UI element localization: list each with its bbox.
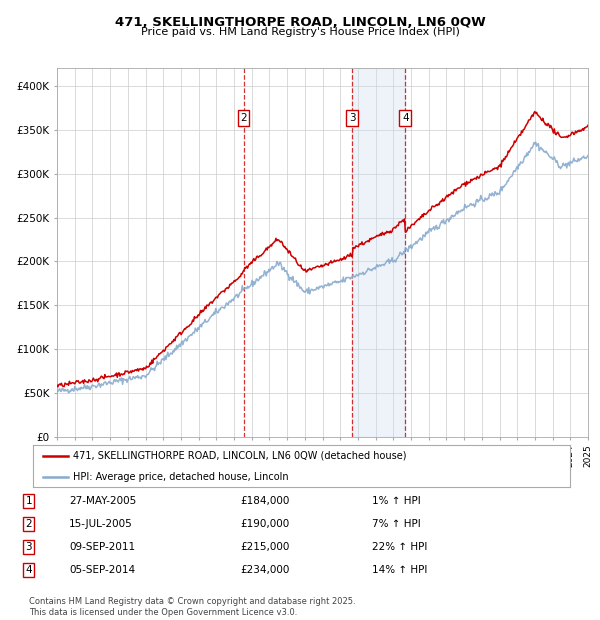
Text: £234,000: £234,000 [240,565,289,575]
Bar [352,68,406,437]
Text: £184,000: £184,000 [240,496,289,506]
Text: 4: 4 [402,113,409,123]
Text: Price paid vs. HM Land Registry's House Price Index (HPI): Price paid vs. HM Land Registry's House … [140,27,460,37]
Text: 15-JUL-2005: 15-JUL-2005 [69,519,133,529]
Text: 14% ↑ HPI: 14% ↑ HPI [372,565,427,575]
Text: 2: 2 [240,113,247,123]
Text: 471, SKELLINGTHORPE ROAD, LINCOLN, LN6 0QW: 471, SKELLINGTHORPE ROAD, LINCOLN, LN6 0… [115,16,485,29]
Text: 09-SEP-2011: 09-SEP-2011 [69,542,135,552]
Text: 4: 4 [25,565,32,575]
Text: 1% ↑ HPI: 1% ↑ HPI [372,496,421,506]
Text: 471, SKELLINGTHORPE ROAD, LINCOLN, LN6 0QW (detached house): 471, SKELLINGTHORPE ROAD, LINCOLN, LN6 0… [73,451,407,461]
Text: 2: 2 [25,519,32,529]
Text: HPI: Average price, detached house, Lincoln: HPI: Average price, detached house, Linc… [73,472,289,482]
Text: 22% ↑ HPI: 22% ↑ HPI [372,542,427,552]
Text: 3: 3 [349,113,356,123]
Text: 27-MAY-2005: 27-MAY-2005 [69,496,136,506]
Text: £190,000: £190,000 [240,519,289,529]
Text: 1: 1 [25,496,32,506]
Text: 7% ↑ HPI: 7% ↑ HPI [372,519,421,529]
Text: Contains HM Land Registry data © Crown copyright and database right 2025.
This d: Contains HM Land Registry data © Crown c… [29,598,355,617]
Text: £215,000: £215,000 [240,542,289,552]
Text: 3: 3 [25,542,32,552]
Text: 05-SEP-2014: 05-SEP-2014 [69,565,135,575]
